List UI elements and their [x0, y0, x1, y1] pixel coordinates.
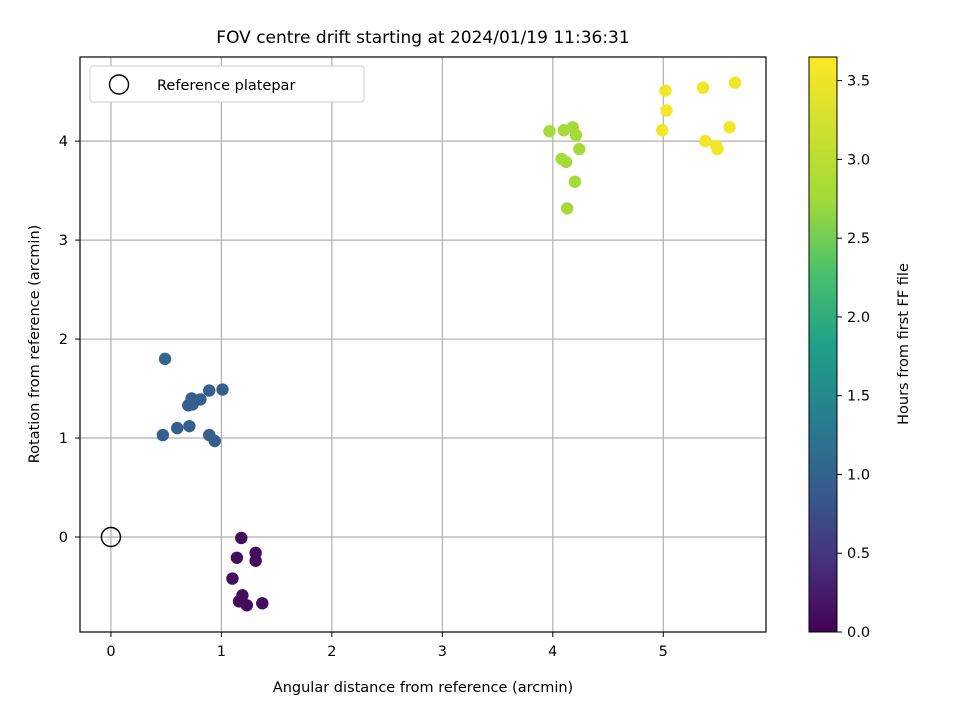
data-point: [183, 419, 196, 433]
data-point: [559, 155, 573, 169]
reference-platepar-marker: [100, 526, 122, 548]
data-point: [696, 81, 710, 94]
data-point: [728, 76, 742, 89]
colorbar-tick-label: 0.0: [847, 625, 870, 641]
data-point: [158, 352, 172, 366]
grid-lines: [80, 57, 766, 632]
data-point: [208, 434, 221, 448]
data-point: [711, 142, 724, 156]
chart-title: FOV centre drift starting at 2024/01/19 …: [216, 28, 629, 48]
legend-marker-reference: [108, 74, 130, 95]
x-tick-label: 5: [659, 644, 668, 660]
colorbar-tick-label: 3.5: [847, 74, 870, 90]
y-axis-ticks: 0 1 2 3 4: [59, 134, 80, 546]
data-point: [560, 202, 574, 215]
data-points: [156, 76, 742, 612]
colorbar-tick-label: 1.5: [847, 389, 870, 405]
colorbar-gradient: [808, 56, 838, 633]
colorbar-tick-label: 2.0: [847, 310, 870, 326]
colorbar-tick-label: 0.5: [847, 546, 870, 562]
data-point: [249, 554, 262, 567]
x-tick-label: 0: [106, 644, 115, 660]
data-point: [216, 383, 229, 396]
legend-label-reference: Reference platepar: [157, 78, 295, 94]
legend-box: [89, 65, 365, 103]
data-point: [156, 428, 170, 442]
x-tick-label: 2: [327, 644, 336, 660]
colorbar-label: Hours from first FF file: [896, 263, 912, 425]
y-tick-label: 2: [59, 332, 68, 348]
data-point: [723, 121, 736, 134]
y-tick-label: 0: [59, 530, 68, 546]
data-point: [573, 142, 586, 156]
x-tick-label: 3: [438, 644, 447, 660]
data-point: [543, 125, 556, 138]
colorbar-ticks: 0.0 0.5 1.0 1.5 2.0 2.5 3.0 3.5: [837, 74, 870, 641]
colorbar-tick-label: 3.0: [847, 152, 870, 168]
legend: Reference platepar: [89, 65, 365, 103]
data-point: [171, 421, 184, 435]
data-point: [226, 572, 239, 585]
data-point: [660, 104, 673, 117]
x-tick-label: 1: [217, 644, 226, 660]
data-point: [256, 597, 269, 610]
x-axis-label: Angular distance from reference (arcmin): [273, 680, 573, 696]
data-point: [699, 134, 712, 148]
data-point: [194, 393, 207, 406]
data-point: [240, 599, 254, 612]
colorbar: 0.0 0.5 1.0 1.5 2.0 2.5 3.0 3.5 Hours from firs…: [808, 56, 912, 641]
x-axis-ticks: 0 1 2 3 4 5: [106, 632, 668, 660]
y-tick-label: 4: [59, 134, 68, 150]
data-point: [568, 175, 582, 188]
x-tick-label: 4: [548, 644, 557, 660]
data-point: [203, 384, 216, 397]
data-point: [230, 551, 244, 564]
plot-area-frame: [79, 56, 767, 633]
data-point: [659, 84, 672, 97]
y-tick-label: 3: [59, 233, 68, 249]
reference-marker-layer: [100, 526, 122, 548]
data-point: [235, 531, 248, 545]
y-axis-label: Rotation from reference (arcmin): [27, 225, 43, 464]
colorbar-tick-label: 1.0: [847, 467, 870, 483]
data-point: [569, 128, 583, 142]
data-point: [655, 124, 669, 137]
y-tick-label: 1: [59, 431, 68, 447]
colorbar-tick-label: 2.5: [847, 231, 870, 247]
